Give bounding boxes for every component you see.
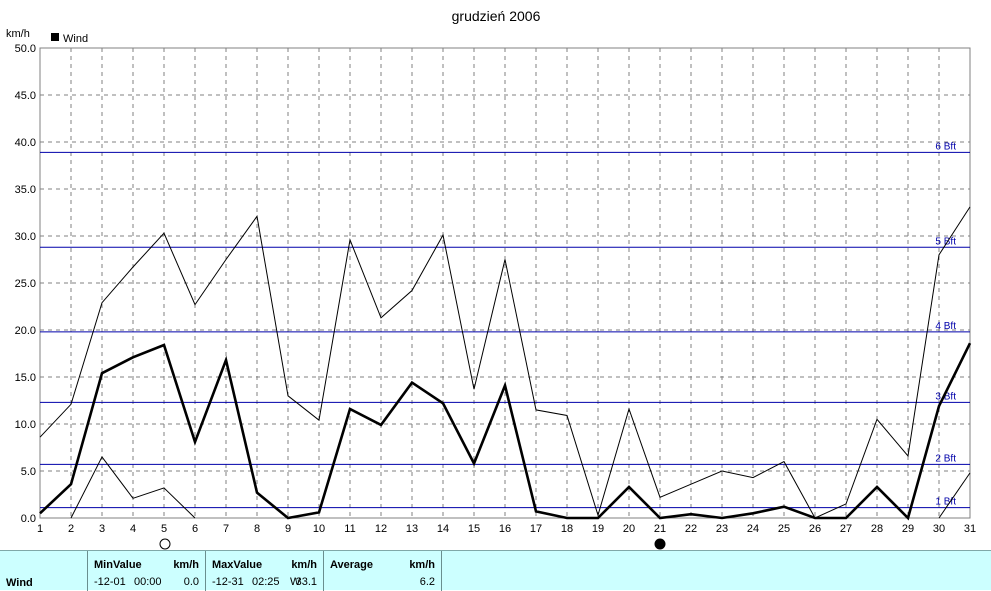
x-tick-label-27: 27	[840, 523, 852, 535]
stats-panel: Wind MinValue km/h -12-01 00:00 0.0 MaxV…	[0, 550, 991, 591]
max-value-header: MaxValue	[212, 559, 263, 571]
beaufort-lines: 1 Bft 2 Bft 3 Bft 4 Bft 5 Bft 6 Bft	[40, 141, 970, 509]
min-value-cell: MinValue km/h -12-01 00:00 0.0	[88, 551, 206, 591]
min-value-date: -12-01	[94, 576, 126, 588]
min-value-time: 00:00	[134, 576, 162, 588]
min-value-header: MinValue	[94, 559, 142, 571]
x-tick-label-13: 13	[406, 523, 418, 535]
chart-title: grudzień 2006	[452, 8, 541, 24]
beaufort-label: 3 Bft	[935, 391, 956, 402]
beaufort-label: 1 Bft	[935, 497, 956, 508]
legend-swatch	[51, 33, 59, 41]
max-value: 33.1	[295, 576, 317, 588]
x-tick-label-17: 17	[530, 523, 542, 535]
x-tick-label-9: 9	[285, 523, 291, 535]
wind-chart: grudzień 2006 km/h Wind 1 Bft 2 Bft 3 Bft 4…	[6, 8, 977, 550]
x-tick-label-11: 11	[344, 523, 355, 535]
x-tick-label-22: 22	[685, 523, 697, 535]
x-tick-label-10: 10	[313, 523, 325, 535]
y-tick-label-20.0: 20.0	[15, 325, 36, 337]
y-tick-label-45.0: 45.0	[15, 90, 36, 102]
y-tick-label-10.0: 10.0	[15, 419, 36, 431]
x-tick-label-1: 1	[37, 523, 43, 535]
x-tick-label-2: 2	[68, 523, 74, 535]
x-tick-label-16: 16	[499, 523, 511, 535]
x-tick-label-7: 7	[223, 523, 229, 535]
x-tick-label-26: 26	[809, 523, 821, 535]
max-value-date: -12-31	[212, 576, 244, 588]
x-tick-label-18: 18	[561, 523, 573, 535]
x-tick-label-23: 23	[716, 523, 728, 535]
x-tick-label-15: 15	[468, 523, 480, 535]
x-tick-label-12: 12	[375, 523, 387, 535]
x-tick-label-24: 24	[747, 523, 759, 535]
new-moon-icon	[654, 538, 666, 550]
x-tick-label-20: 20	[623, 523, 635, 535]
max-value-direction: W	[290, 576, 301, 588]
x-tick-label-31: 31	[964, 523, 976, 535]
y-axis-unit: km/h	[6, 28, 30, 40]
max-series-line	[39, 206, 971, 519]
x-tick-label-6: 6	[192, 523, 198, 535]
legend-label: Wind	[63, 33, 88, 45]
x-tick-label-8: 8	[254, 523, 260, 535]
min-series-line	[70, 455, 196, 519]
y-tick-label-0.0: 0.0	[21, 513, 36, 525]
stats-row-label-cell: Wind	[0, 551, 88, 591]
beaufort-label: 5 Bft	[935, 236, 956, 247]
y-tick-label-5.0: 5.0	[21, 466, 36, 478]
x-tick-label-25: 25	[778, 523, 790, 535]
beaufort-label: 4 Bft	[935, 321, 956, 332]
beaufort-label: 6 Bft	[935, 141, 956, 152]
average-cell: Average km/h 6.2	[324, 551, 442, 591]
min-value: 0.0	[183, 576, 199, 588]
x-tick-label-29: 29	[902, 523, 914, 535]
x-tick-label-5: 5	[161, 523, 167, 535]
grid-lines	[40, 48, 970, 518]
y-tick-label-25.0: 25.0	[15, 278, 36, 290]
y-tick-label-35.0: 35.0	[15, 184, 36, 196]
average-header: Average	[330, 559, 374, 571]
x-tick-label-30: 30	[933, 523, 945, 535]
min-value-unit: km/h	[173, 559, 199, 571]
x-tick-label-4: 4	[130, 523, 136, 535]
y-tick-label-50.0: 50.0	[15, 43, 36, 55]
average-unit: km/h	[409, 559, 435, 571]
full-moon-icon	[159, 538, 171, 550]
max-value-unit: km/h	[291, 559, 317, 571]
series-lines	[39, 206, 972, 521]
x-tick-label-28: 28	[871, 523, 883, 535]
x-tick-label-14: 14	[437, 523, 449, 535]
x-tick-label-19: 19	[592, 523, 604, 535]
x-tick-label-3: 3	[99, 523, 105, 535]
max-value-cell: MaxValue km/h -12-31 02:25 W 33.1	[206, 551, 324, 591]
y-tick-label-30.0: 30.0	[15, 231, 36, 243]
moon-phases	[159, 538, 666, 550]
stats-row-label: Wind	[6, 577, 33, 589]
tick-labels: 1 2 3 4 5 6 7 8 9 10 11 12 13 14 15 16 17 18 19 20 21 22 23 24 2…	[15, 43, 977, 535]
average-value: 6.2	[419, 576, 435, 588]
max-value-time: 02:25	[252, 576, 280, 588]
y-tick-label-40.0: 40.0	[15, 137, 36, 149]
x-tick-label-21: 21	[654, 523, 666, 535]
beaufort-label: 2 Bft	[935, 453, 956, 464]
y-tick-label-15.0: 15.0	[15, 372, 36, 384]
min-series-line-end	[938, 472, 971, 519]
